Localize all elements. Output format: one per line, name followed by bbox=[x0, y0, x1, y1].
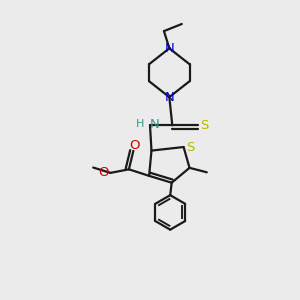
Text: H: H bbox=[136, 119, 145, 129]
Text: O: O bbox=[99, 166, 109, 179]
Text: N: N bbox=[164, 91, 174, 103]
Text: N: N bbox=[164, 42, 174, 55]
Text: S: S bbox=[200, 119, 208, 132]
Text: O: O bbox=[129, 139, 140, 152]
Text: S: S bbox=[187, 140, 195, 154]
Text: N: N bbox=[150, 118, 159, 131]
